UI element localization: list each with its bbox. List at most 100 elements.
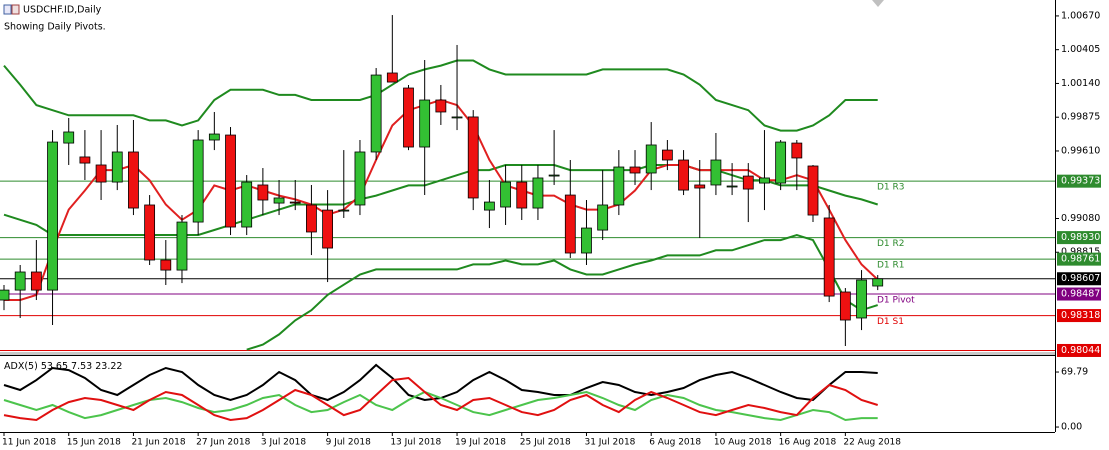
- candle-body: [95, 164, 107, 183]
- indicator-panel: [3, 363, 878, 422]
- candle-body: [775, 141, 787, 184]
- price-tag: [1057, 174, 1101, 188]
- pivot-label: D1 Pivot: [877, 296, 915, 306]
- candle-body: [807, 165, 819, 216]
- candle-body: [111, 151, 123, 183]
- candle-body: [678, 159, 689, 191]
- x-tick-label: 6 Aug 2018: [649, 438, 701, 448]
- candle-body: [823, 217, 835, 297]
- panel-separator: [0, 352, 1055, 355]
- candle-body: [47, 141, 58, 291]
- candle-body: [176, 221, 188, 271]
- candle-body: [273, 197, 285, 204]
- candle-body: [629, 166, 641, 174]
- candle-body: [791, 142, 803, 159]
- x-tick-label: 9 Jul 2018: [326, 438, 371, 448]
- price-tag-label: 0.98487: [1061, 289, 1100, 300]
- indicator-line: [246, 233, 879, 351]
- candle-body: [241, 181, 253, 228]
- y-tick-label: 0.99080: [1061, 213, 1100, 224]
- candle-body: [726, 185, 738, 188]
- candle-body: [30, 271, 42, 291]
- candle-body: [597, 204, 609, 231]
- candle-body: [613, 166, 625, 206]
- icon-part: [3, 4, 12, 15]
- y-tick-label: 0.98815: [1061, 247, 1100, 258]
- x-tick-label: 11 Jun 2018: [2, 438, 56, 448]
- x-tick-label: 10 Aug 2018: [714, 438, 772, 448]
- indicator-name: ADX(5): [4, 361, 38, 372]
- price-tag-label: 0.98761: [1061, 254, 1100, 265]
- y-tick-label: 0.99875: [1061, 112, 1100, 123]
- candle-body: [419, 99, 431, 148]
- chart-shift-marker[interactable]: [872, 0, 884, 7]
- candle-body: [548, 174, 560, 177]
- candle-body: [564, 194, 576, 254]
- candle-body: [322, 209, 334, 249]
- price-tag: [1057, 231, 1101, 245]
- candle-body: [386, 72, 398, 83]
- candle-body: [516, 181, 528, 209]
- candle-body: [661, 149, 673, 161]
- candle-body: [581, 227, 592, 254]
- y-tick-label: 0.00: [1061, 422, 1082, 433]
- x-tick-label: 3 Jul 2018: [261, 438, 306, 448]
- y-tick-label: 1.00140: [1061, 78, 1100, 89]
- symbol-icon: [3, 4, 20, 15]
- candle-body: [467, 116, 479, 199]
- price-tag-label: 0.98044: [1061, 345, 1100, 356]
- candle-body: [128, 151, 139, 209]
- pivot-label: D1 S1: [877, 317, 904, 327]
- candle-body: [289, 201, 301, 204]
- y-tick-label: 1.00670: [1061, 10, 1100, 21]
- candle-body: [144, 204, 156, 261]
- price-tag-label: 0.98930: [1061, 232, 1100, 243]
- price-tag-label: 0.99373: [1061, 176, 1100, 187]
- pivot-label: D1 R3: [877, 183, 905, 193]
- candle-body: [839, 291, 851, 321]
- price-tag: [1057, 343, 1101, 357]
- x-tick-label: 13 Jul 2018: [390, 438, 441, 448]
- candle-body: [79, 156, 91, 164]
- icon-part: [11, 4, 20, 15]
- price-tag-label: 0.98607: [1061, 273, 1100, 284]
- x-tick-label: 25 Jul 2018: [520, 438, 571, 448]
- main-panel: D1 R3 D1 R2 D1 R1 D1 Pivot D1 S1: [0, 15, 1055, 351]
- price-tag: [1057, 272, 1101, 286]
- x-tick-label: 31 Jul 2018: [584, 438, 635, 448]
- chart-subtitle: Showing Daily Pivots.: [4, 22, 106, 33]
- chart-title: USDCHF.ID,Daily: [23, 5, 102, 16]
- axes: 1.00670 1.00405 1.00140 0.99875 0.99610 0.990…: [2, 10, 1101, 448]
- candle-body: [451, 116, 463, 119]
- price-tag: [1057, 252, 1101, 266]
- candle-body: [856, 279, 867, 319]
- y-tick-label: 69.79: [1061, 367, 1088, 378]
- candle-body: [694, 184, 706, 189]
- candle-body: [63, 131, 75, 144]
- price-tag-label: 0.98318: [1061, 310, 1100, 321]
- x-tick-label: 21 Jun 2018: [131, 438, 185, 448]
- indicator-series: [3, 376, 878, 422]
- candle-body: [338, 209, 350, 212]
- indicator-readout: 23.22: [95, 361, 122, 372]
- candle-body: [403, 87, 414, 148]
- candle-body: [257, 184, 269, 201]
- candle-body: [192, 139, 204, 223]
- y-tick-label: 0.99610: [1061, 145, 1100, 156]
- indicator-line: [3, 59, 878, 132]
- pivot-label: D1 R2: [877, 239, 905, 249]
- candle-body: [354, 151, 366, 206]
- candle-body: [435, 99, 447, 113]
- candle-body: [759, 177, 770, 184]
- indicator-readout: 53.65: [41, 361, 68, 372]
- price-tag: [1057, 287, 1101, 301]
- candle-body: [710, 159, 722, 186]
- candle-body: [645, 144, 657, 174]
- candle-body: [208, 133, 220, 141]
- indicator-legend: ADX(5) 53.65 7.53 23.22: [4, 361, 122, 372]
- x-tick-label: 15 Jun 2018: [67, 438, 121, 448]
